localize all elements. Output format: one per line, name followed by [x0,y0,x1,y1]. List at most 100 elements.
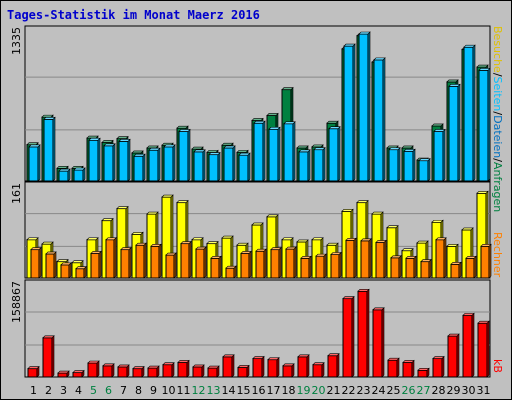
x-tick-label: 13 [207,384,221,397]
bar-rechner [210,255,222,279]
bar-rechner [375,239,387,279]
bar-rechner [150,243,162,279]
x-tick-label: 25 [387,384,401,397]
bar-kb [42,335,55,378]
bar-dateien [103,143,116,182]
bar-rechner [75,265,87,279]
legend-entry: / [491,73,504,77]
bar-dateien [328,125,341,182]
bar-dateien [448,83,461,182]
x-tick-label: 27 [417,384,431,397]
bar-kb [477,320,490,378]
bar-kb [387,357,400,378]
x-tick-label: 21 [327,384,341,397]
bar-dateien [163,144,176,182]
legend-entry: / [491,158,504,162]
bar-kb [162,361,175,378]
bar-kb [417,367,430,378]
bar-rechner [60,262,72,279]
legend-entry: Anfragen [491,162,504,212]
y-max-label: 158867 [10,281,23,323]
bar-kb [57,370,70,378]
bar-rechner [135,242,147,279]
bar-dateien [418,157,431,182]
bar-dateien [223,145,236,182]
x-tick-label: 7 [120,384,127,397]
bar-dateien [298,149,311,182]
bar-dateien [433,128,446,182]
bar-dateien [283,121,296,182]
x-tick-label: 31 [477,384,491,397]
bar-dateien [43,116,56,182]
y-max-label: 161 [10,183,23,204]
bar-rechner [450,261,462,279]
bar-rechner [120,246,132,279]
y-max-label: 1335 [10,27,23,55]
bar-kb [102,363,115,378]
bar-rechner [390,255,402,279]
x-tick-label: 6 [105,384,112,397]
x-tick-label: 28 [432,384,446,397]
legend-entry: / [491,111,504,115]
x-tick-label: 24 [372,384,386,397]
x-tick-label: 5 [90,384,97,397]
bar-rechner [480,243,492,279]
bar-dateien [28,144,41,182]
x-tick-label: 20 [312,384,326,397]
bar-rechner [105,237,117,279]
bar-rechner [420,258,432,279]
bar-dateien [238,152,251,182]
legend-bottom: kB [491,359,504,373]
x-tick-label: 2 [45,384,52,397]
bar-rechner [315,253,327,279]
bar-rechner [285,246,297,279]
bar-rechner [90,250,102,279]
legend-entry: Rechner [491,232,504,278]
bar-kb [132,365,145,378]
bar-rechner [45,251,57,279]
x-tick-label: 9 [150,384,157,397]
bar-rechner [405,255,417,279]
bar-kb [177,359,190,378]
bar-rechner [465,255,477,279]
bar-rechner [225,265,237,279]
bar-dateien [268,126,281,182]
legend-entry: Seiten [491,77,504,112]
bar-kb [192,364,205,378]
bar-rechner [180,240,192,279]
bar-dateien [373,57,386,182]
bar-rechner [30,246,42,279]
bar-dateien [388,146,401,182]
bar-kb [72,369,85,378]
bar-kb [432,355,445,378]
x-tick-label: 11 [177,384,191,397]
bar-kb [222,354,235,378]
bar-rechner [165,252,177,279]
bar-rechner [300,255,312,279]
bar-dateien [478,67,491,182]
x-tick-label: 4 [75,384,82,397]
x-tick-label: 22 [342,384,356,397]
bar-dateien [463,44,476,182]
bar-dateien [133,153,146,182]
bar-dateien [118,138,131,182]
bar-kb [147,365,160,378]
bar-rechner [240,250,252,279]
bar-dateien [343,43,356,182]
x-tick-label: 12 [192,384,206,397]
x-tick-label: 10 [162,384,176,397]
x-tick-label: 18 [282,384,296,397]
bar-kb [267,356,280,378]
x-tick-label: 29 [447,384,461,397]
bar-dateien [193,149,206,182]
x-tick-label: 26 [402,384,416,397]
bar-kb [462,312,475,378]
bar-kb [447,333,460,378]
bar-dateien [178,128,191,182]
x-tick-label: 8 [135,384,142,397]
bar-kb [27,365,40,378]
bar-rechner [435,237,447,279]
bar-kb [117,364,130,378]
legend-middle: Rechner [491,232,504,278]
